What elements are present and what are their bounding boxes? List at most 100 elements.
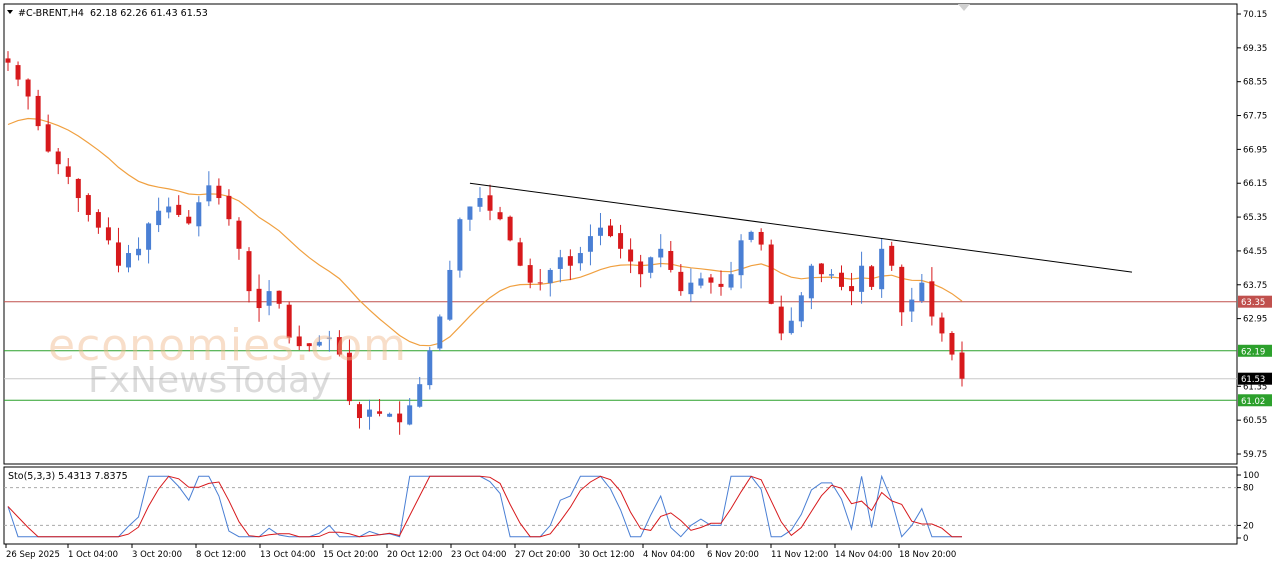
candle-body: [768, 244, 774, 304]
x-tick-label: 18 Nov 20:00: [899, 550, 956, 560]
x-tick-label: 30 Oct 12:00: [579, 550, 634, 560]
price-axis: 70.15 69.35 68.55 67.75 66.95 66.15 65.35 64.55…: [1237, 10, 1272, 460]
candle-body: [477, 198, 483, 207]
candle-body: [336, 337, 342, 355]
level-box: [1238, 295, 1272, 308]
y-tick-label: 61.35: [1243, 382, 1267, 392]
candle-body: [367, 409, 373, 417]
candle-body: [658, 248, 664, 258]
osc-y-tick-label: 0: [1243, 534, 1248, 544]
y-tick-label: 67.75: [1243, 112, 1267, 122]
candle-body: [95, 212, 101, 228]
x-tick-label: 8 Oct 12:00: [196, 550, 246, 560]
candle-body: [407, 405, 413, 425]
osc-y-tick-label: 100: [1243, 471, 1259, 481]
candle-body: [517, 242, 523, 266]
candle-body: [608, 225, 614, 237]
x-tick-label: 20 Oct 12:00: [387, 550, 442, 560]
osc-y-tick-label: 80: [1243, 484, 1254, 494]
candle-body: [899, 266, 905, 313]
x-tick-label: 26 Sep 2025: [6, 550, 60, 560]
level-box-label: 61.53: [1241, 375, 1265, 385]
y-tick-label: 59.75: [1243, 450, 1267, 460]
candle-body: [678, 271, 684, 292]
y-tick-label: 70.15: [1243, 10, 1267, 20]
candle-body: [417, 384, 423, 407]
y-tick-label: 69.35: [1243, 44, 1267, 54]
y-tick-label: 65.35: [1243, 213, 1267, 223]
candle-body: [798, 295, 804, 322]
x-tick-label: 6 Nov 20:00: [707, 550, 759, 560]
candle-body: [567, 256, 573, 266]
stochastic-d-line: [7, 475, 962, 538]
candle-body: [156, 210, 162, 226]
y-tick-label: 62.95: [1243, 315, 1267, 325]
candle-body: [838, 272, 844, 287]
x-tick-label: 11 Nov 12:00: [771, 550, 828, 560]
y-tick-label: 66.15: [1243, 179, 1267, 189]
candle-body: [557, 257, 563, 269]
candle-body: [638, 261, 644, 275]
candle-body: [437, 316, 443, 349]
collapse-triangle-icon[interactable]: [958, 4, 970, 11]
candle-body: [628, 249, 634, 262]
candle-body: [547, 269, 553, 284]
candle-body: [356, 404, 362, 419]
candle-body: [186, 216, 192, 224]
x-tick-label: 1 Oct 04:00: [68, 550, 118, 560]
candle-body: [708, 277, 714, 283]
candle-body: [166, 206, 172, 213]
candle-body: [35, 95, 41, 127]
candle-body: [919, 282, 925, 301]
y-tick-label: 68.55: [1243, 78, 1267, 88]
candle-body: [808, 265, 814, 299]
candle-body: [377, 411, 383, 414]
ma-layer: [7, 117, 963, 347]
y-tick-label: 63.75: [1243, 281, 1267, 291]
x-tick-label: 13 Oct 04:00: [260, 550, 315, 560]
level-box: [1238, 394, 1272, 407]
candle-body: [738, 240, 744, 276]
candle-body: [326, 337, 332, 339]
ohlc-values: 62.18 62.26 61.43 61.53: [90, 8, 208, 19]
candle-body: [136, 248, 142, 256]
candle-body: [778, 306, 784, 334]
level-box: [1238, 344, 1272, 357]
candle-body: [939, 317, 945, 334]
candle-body: [929, 281, 935, 317]
candle-body: [698, 278, 704, 286]
candle-body: [818, 263, 824, 275]
candle-body: [497, 212, 503, 220]
candle-body: [306, 343, 312, 347]
stochastic-k-line: [7, 474, 962, 538]
x-tick-label: 14 Nov 04:00: [835, 550, 892, 560]
candle-body: [467, 206, 473, 220]
stochastic-layer: 100 80 20 0: [4, 471, 1259, 544]
candle-body: [55, 151, 61, 165]
level-box: [1238, 372, 1272, 385]
candle-body: [688, 282, 694, 295]
candle-body: [587, 236, 593, 252]
candle-body: [457, 219, 463, 271]
y-tick-label: 60.55: [1243, 416, 1267, 426]
candle-body: [487, 195, 493, 211]
stochastic-title: Sto(5,3,3) 5.4313 7.8375: [8, 471, 128, 482]
candle-body: [668, 251, 674, 270]
candle-body: [126, 253, 132, 268]
candle-body: [196, 202, 202, 227]
candle-body: [246, 251, 252, 292]
y-tick-label: 66.95: [1243, 145, 1267, 155]
osc-plot-frame: [3, 466, 1238, 545]
candle-body: [296, 336, 302, 347]
level-box-label: 62.19: [1241, 347, 1265, 357]
candle-body: [889, 245, 895, 266]
menu-triangle-icon[interactable]: [7, 10, 13, 14]
candle-body: [216, 185, 222, 199]
candle-body: [85, 195, 91, 215]
candle-body: [15, 65, 21, 80]
candle-body: [869, 266, 875, 287]
trendline-layer: [469, 182, 1133, 273]
candle-body: [256, 288, 262, 309]
candle-body: [316, 341, 322, 346]
candle-body: [788, 320, 794, 334]
